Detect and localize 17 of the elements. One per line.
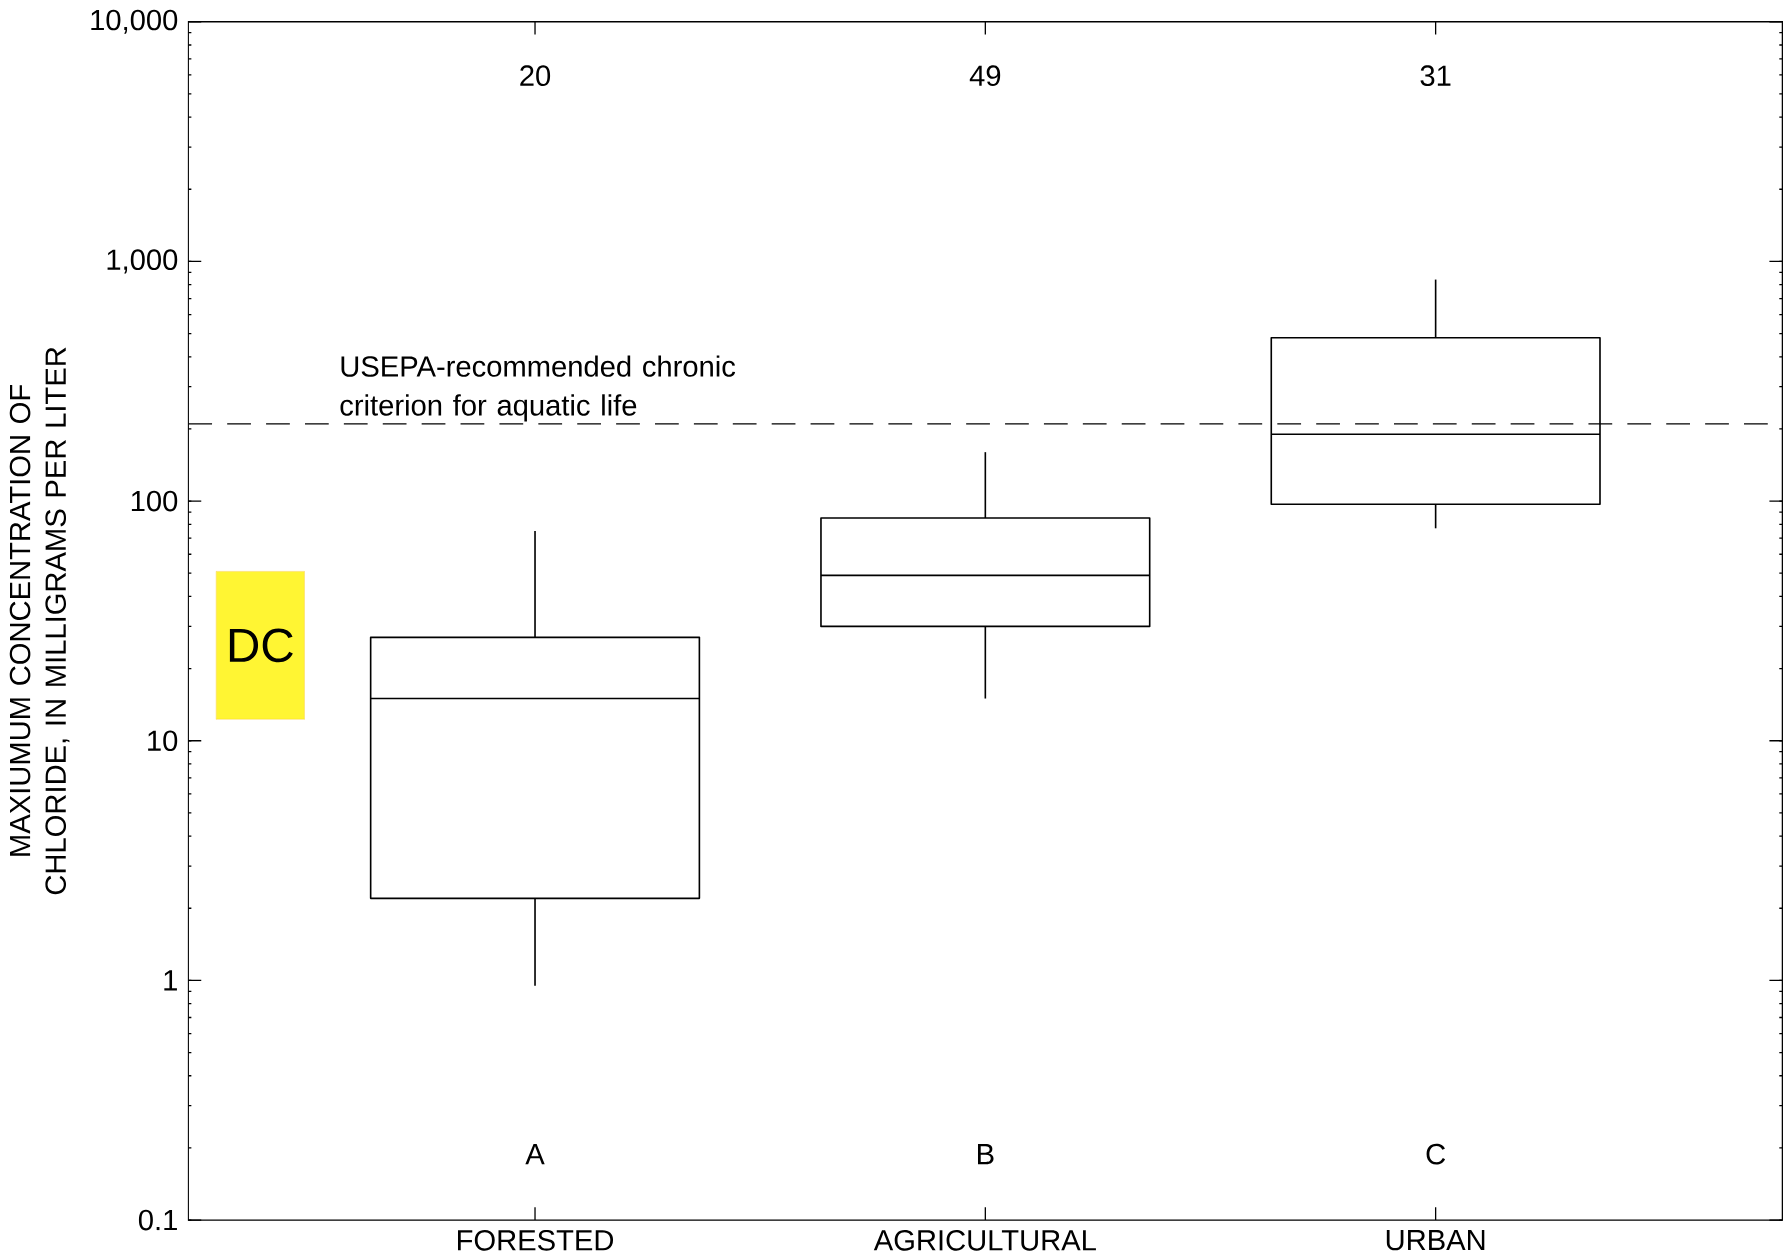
annotation: 31 [1420, 65, 1451, 86]
x-tick-label: URBAN [1386, 1229, 1485, 1251]
annotation: A [525, 1143, 545, 1165]
annotation: B [977, 1143, 994, 1165]
y-tick-label: 100 [131, 490, 178, 512]
y-tick-label: 1,000 [107, 249, 178, 274]
y-tick-label: 0.1 [138, 1209, 177, 1231]
x-tick-label: AGRICULTURAL [873, 1229, 1096, 1251]
y-axis-title: MAXIUMUM CONCENTRATION OF CHLORIDE, IN MILLIGRAMS PER LITER [9, 347, 70, 894]
y-tick-label: 10,000 [91, 9, 178, 34]
annotation: 20 [520, 65, 551, 86]
x-tick-label: FORESTED [458, 1229, 614, 1251]
y-tick-label: 1 [164, 970, 177, 991]
annotation: C [1426, 1143, 1446, 1165]
annotation: 49 [969, 65, 1001, 86]
ref-line-label: USEPA-recommended chronic criterion for aquatic life [340, 355, 736, 422]
y-tick-label: 10 [148, 730, 178, 751]
